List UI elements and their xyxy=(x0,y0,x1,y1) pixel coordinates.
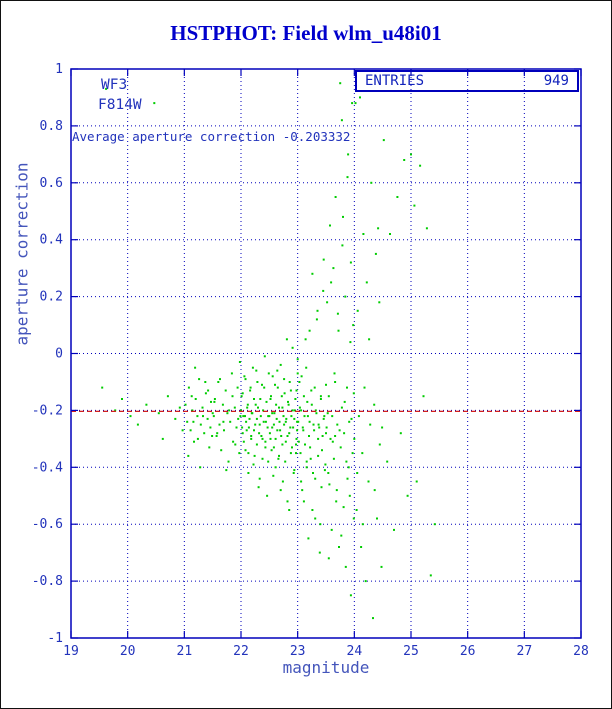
svg-text:0.4: 0.4 xyxy=(40,233,64,248)
chart-title: HSTPHOT: Field wlm_u48i01 xyxy=(170,21,442,45)
svg-text:-0.6: -0.6 xyxy=(32,517,63,532)
svg-text:0.6: 0.6 xyxy=(40,176,63,191)
svg-text:1: 1 xyxy=(55,62,63,77)
svg-text:21: 21 xyxy=(177,644,193,659)
svg-text:26: 26 xyxy=(460,644,476,659)
svg-text:25: 25 xyxy=(403,644,419,659)
svg-text:0.2: 0.2 xyxy=(40,290,63,305)
svg-text:19: 19 xyxy=(63,644,79,659)
svg-text:0.8: 0.8 xyxy=(40,119,63,134)
y-axis-label: aperture correction xyxy=(12,162,32,346)
svg-text:28: 28 xyxy=(573,644,589,659)
filter-label: F814W xyxy=(98,97,142,113)
average-annotation: Average aperture correction -0.203332 xyxy=(72,129,351,144)
svg-text:23: 23 xyxy=(290,644,306,659)
svg-text:22: 22 xyxy=(233,644,249,659)
svg-text:24: 24 xyxy=(347,644,363,659)
detector-label: WF3 xyxy=(101,77,128,93)
svg-text:27: 27 xyxy=(517,644,533,659)
svg-text:-0.8: -0.8 xyxy=(32,574,63,589)
svg-text:-0.4: -0.4 xyxy=(32,460,63,475)
svg-text:20: 20 xyxy=(120,644,136,659)
svg-text:-0.2: -0.2 xyxy=(32,403,63,418)
legend-value: 949 xyxy=(543,73,569,89)
x-axis-label: magnitude xyxy=(282,658,370,677)
legend-label: ENTRIES xyxy=(365,73,425,89)
svg-text:0: 0 xyxy=(55,347,63,362)
legend-box: ENTRIES 949 xyxy=(355,70,579,92)
svg-text:-1: -1 xyxy=(47,631,63,646)
